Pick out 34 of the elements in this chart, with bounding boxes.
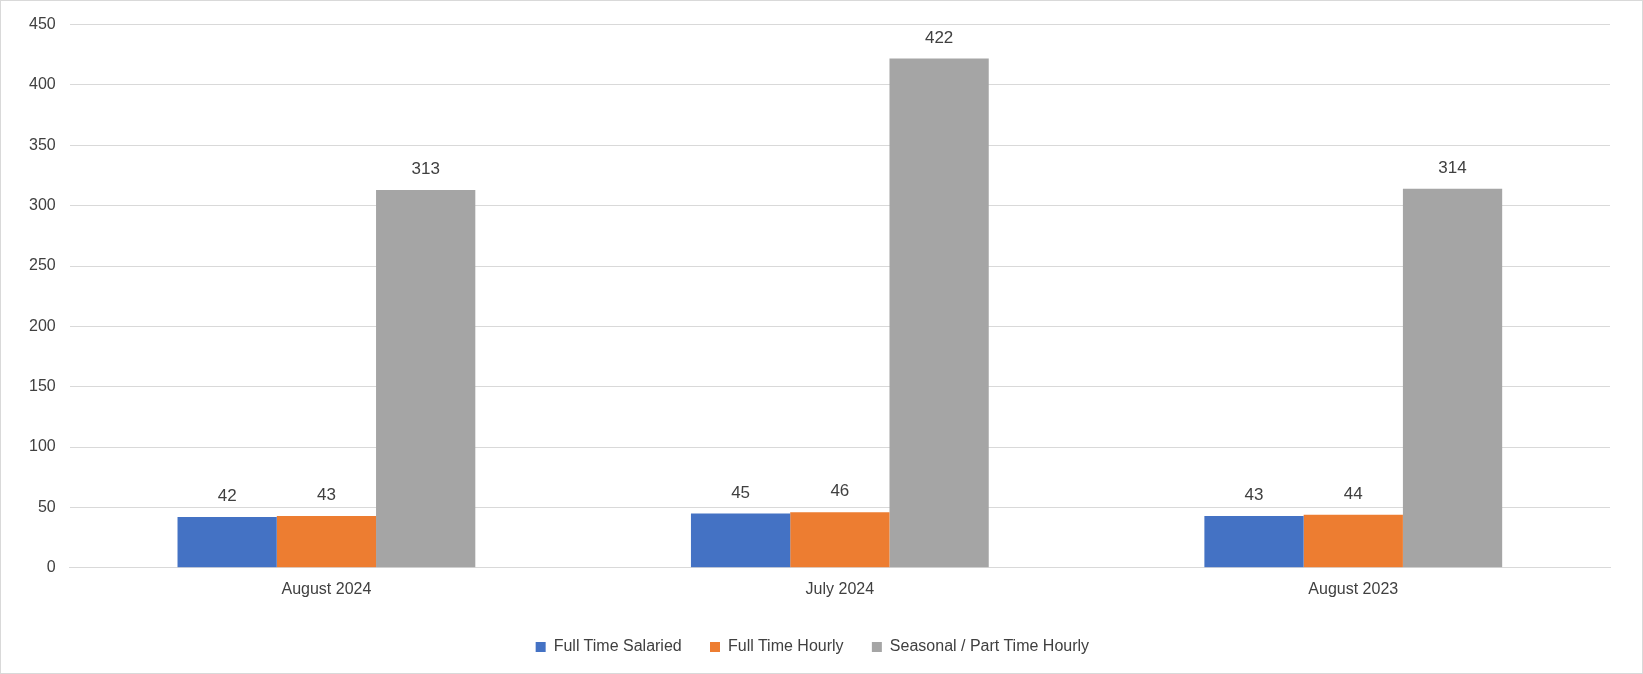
data-label: 43 — [1244, 485, 1264, 505]
y-tick-label: 50 — [37, 497, 56, 515]
data-label: 313 — [411, 159, 440, 179]
data-label: 45 — [731, 482, 751, 502]
bar — [690, 513, 791, 568]
bar — [276, 515, 377, 568]
y-tick-label: 200 — [28, 316, 56, 334]
data-label: 314 — [1438, 157, 1467, 177]
data-label: 42 — [217, 486, 237, 506]
y-tick-label: 450 — [28, 15, 56, 33]
data-label: 422 — [924, 27, 954, 47]
y-tick-label: 250 — [28, 256, 56, 274]
legend-label: Seasonal / Part Time Hourly — [889, 637, 1090, 655]
legend-label: Full Time Salaried — [553, 637, 682, 655]
bar — [790, 512, 890, 568]
x-tick-label: August 2023 — [1308, 579, 1399, 597]
y-tick-label: 300 — [28, 196, 56, 214]
x-tick-label: August 2024 — [281, 579, 372, 597]
bar — [1204, 515, 1304, 568]
bar — [889, 58, 989, 568]
y-tick-label: 150 — [28, 377, 56, 395]
legend-label: Full Time Hourly — [727, 637, 844, 655]
x-tick-label: July 2024 — [805, 579, 875, 597]
data-label: 44 — [1343, 483, 1363, 503]
data-label: 43 — [316, 485, 336, 505]
bar — [177, 517, 277, 568]
bar — [376, 189, 476, 568]
y-tick-label: 350 — [28, 135, 56, 153]
y-tick-label: 400 — [28, 75, 56, 93]
bar — [1402, 188, 1503, 568]
y-tick-label: 0 — [46, 558, 56, 576]
y-tick-label: 100 — [28, 437, 56, 455]
data-label: 46 — [830, 481, 850, 501]
bar — [1303, 514, 1403, 568]
